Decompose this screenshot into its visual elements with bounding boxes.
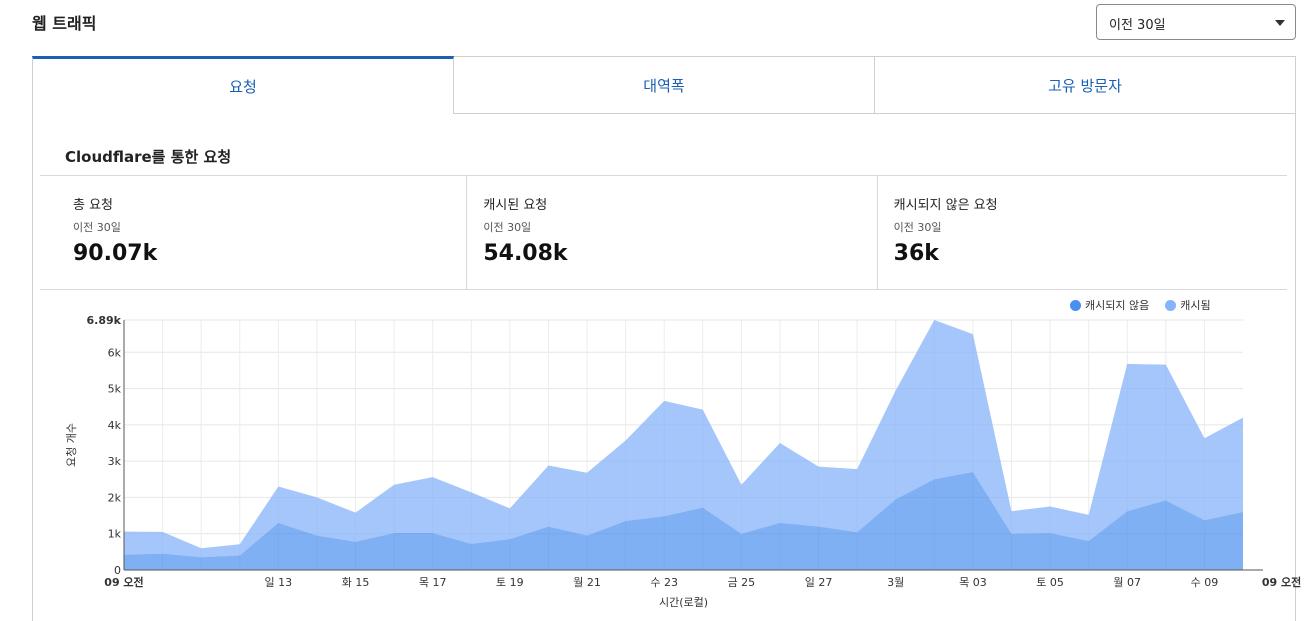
y-tick-label: 6.89k: [87, 314, 122, 327]
period-select[interactable]: 이전 30일: [1096, 4, 1296, 40]
legend-dot-uncached: [1070, 299, 1081, 311]
series-area-cached: [124, 320, 1243, 558]
x-tick-label: 월 07: [1113, 576, 1141, 589]
y-tick-label: 6k: [108, 346, 122, 359]
tab-bandwidth[interactable]: 대역폭: [454, 56, 875, 114]
y-tick-label: 0: [114, 564, 121, 577]
x-tick-label: 월 21: [573, 576, 601, 589]
x-tick-label: 화 15: [342, 576, 370, 589]
x-tick-label: 09 오전: [1262, 575, 1301, 589]
y-axis-title: 요청 개수: [65, 423, 78, 467]
x-tick-label: 09 오전: [104, 575, 143, 589]
x-tick-label: 토 19: [496, 576, 524, 589]
x-tick-label: 일 13: [265, 575, 293, 589]
y-tick-label: 2k: [108, 491, 122, 504]
tab-unique-visitors[interactable]: 고유 방문자: [875, 56, 1296, 114]
stat-cached-requests: 캐시된 요청 이전 30일 54.08k: [466, 176, 876, 289]
y-tick-label: 5k: [108, 383, 122, 396]
x-tick-label: 금 25: [728, 576, 756, 589]
legend-label: 캐시됨: [1180, 299, 1211, 312]
x-tick-label: 3월: [887, 576, 904, 589]
x-tick-label: 토 05: [1036, 576, 1064, 589]
stat-value: 36k: [893, 241, 939, 266]
stat-label: 총 요청: [73, 198, 114, 213]
x-tick-label: 수 09: [1191, 576, 1219, 589]
legend-item-uncached[interactable]: 캐시되지 않음: [1070, 297, 1149, 313]
period-select-value: 이전 30일: [1109, 18, 1166, 33]
chart-legend: 캐시되지 않음 캐시됨: [1070, 297, 1211, 313]
y-tick-label: 4k: [108, 419, 122, 432]
stat-period: 이전 30일: [73, 221, 121, 234]
caret-down-icon: [1275, 20, 1285, 26]
stat-value: 54.08k: [483, 241, 568, 266]
stat-value: 90.07k: [73, 241, 158, 266]
stat-period: 이전 30일: [893, 221, 942, 234]
stat-total-requests: 총 요청 이전 30일 90.07k: [40, 176, 466, 289]
legend-dot-cached: [1165, 299, 1177, 311]
stat-label: 캐시되지 않은 요청: [893, 198, 998, 213]
legend-label: 캐시되지 않음: [1085, 299, 1150, 312]
x-tick-label: 목 17: [419, 576, 447, 589]
x-tick-label: 목 03: [959, 576, 987, 589]
series-area-uncached: [124, 472, 1243, 570]
page-title: 웹 트래픽: [32, 14, 97, 33]
x-tick-label: 수 23: [650, 576, 678, 589]
stat-period: 이전 30일: [483, 221, 532, 234]
y-tick-label: 1k: [108, 528, 122, 541]
legend-item-cached[interactable]: 캐시됨: [1165, 297, 1211, 313]
tab-requests[interactable]: 요청: [32, 56, 454, 114]
tab-bar: 요청 대역폭 고유 방문자: [32, 56, 1296, 114]
stat-uncached-requests: 캐시되지 않은 요청 이전 30일 36k: [876, 176, 1287, 289]
stat-label: 캐시된 요청: [483, 198, 548, 213]
x-tick-label: 일 27: [805, 575, 833, 589]
x-axis-title: 시간(로컬): [659, 596, 708, 609]
stats-row: 총 요청 이전 30일 90.07k 캐시된 요청 이전 30일 54.08k …: [40, 175, 1287, 290]
section-title: Cloudflare를 통한 요청: [65, 148, 232, 166]
traffic-card: [32, 56, 1296, 621]
y-tick-label: 3k: [108, 455, 122, 468]
